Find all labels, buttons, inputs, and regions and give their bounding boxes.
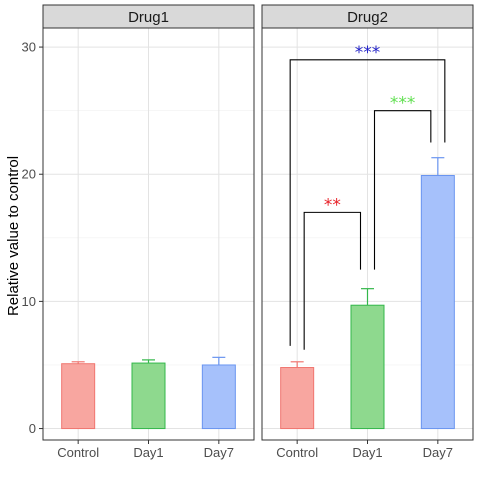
y-tick-label: 10	[22, 294, 36, 309]
panel-drug1: Drug1 Control Day1 Day7 0 10 20 30	[22, 4, 255, 460]
facet-strip-label: Drug2	[347, 9, 388, 26]
x-tick-label: Day7	[204, 445, 234, 460]
significance-bracket	[289, 59, 446, 346]
y-tick-label: 20	[22, 167, 36, 182]
significance-label: **	[324, 195, 341, 215]
x-tick-label: Control	[276, 445, 318, 460]
significance-label: ***	[390, 94, 416, 114]
y-tick-label: 0	[29, 421, 36, 436]
bar-control	[61, 363, 96, 430]
bar-control	[280, 367, 315, 430]
bar-day1	[131, 362, 166, 430]
x-tick-label: Day1	[352, 445, 382, 460]
x-tick-label: Day1	[133, 445, 163, 460]
panel-drug2: Drug2********Control Day1 Day7	[261, 4, 474, 460]
y-axis-title: Relative value to control	[5, 156, 22, 316]
bar-day7	[420, 175, 455, 430]
x-tick-label: Day7	[423, 445, 453, 460]
facet-strip-label: Drug1	[128, 9, 169, 26]
y-tick-label: 30	[22, 40, 36, 55]
bar-day7	[201, 364, 236, 430]
bar-day1	[350, 304, 385, 430]
significance-label: ***	[355, 43, 381, 63]
significance-bracket	[303, 211, 362, 350]
significance-bracket	[373, 110, 432, 270]
x-tick-label: Control	[57, 445, 99, 460]
